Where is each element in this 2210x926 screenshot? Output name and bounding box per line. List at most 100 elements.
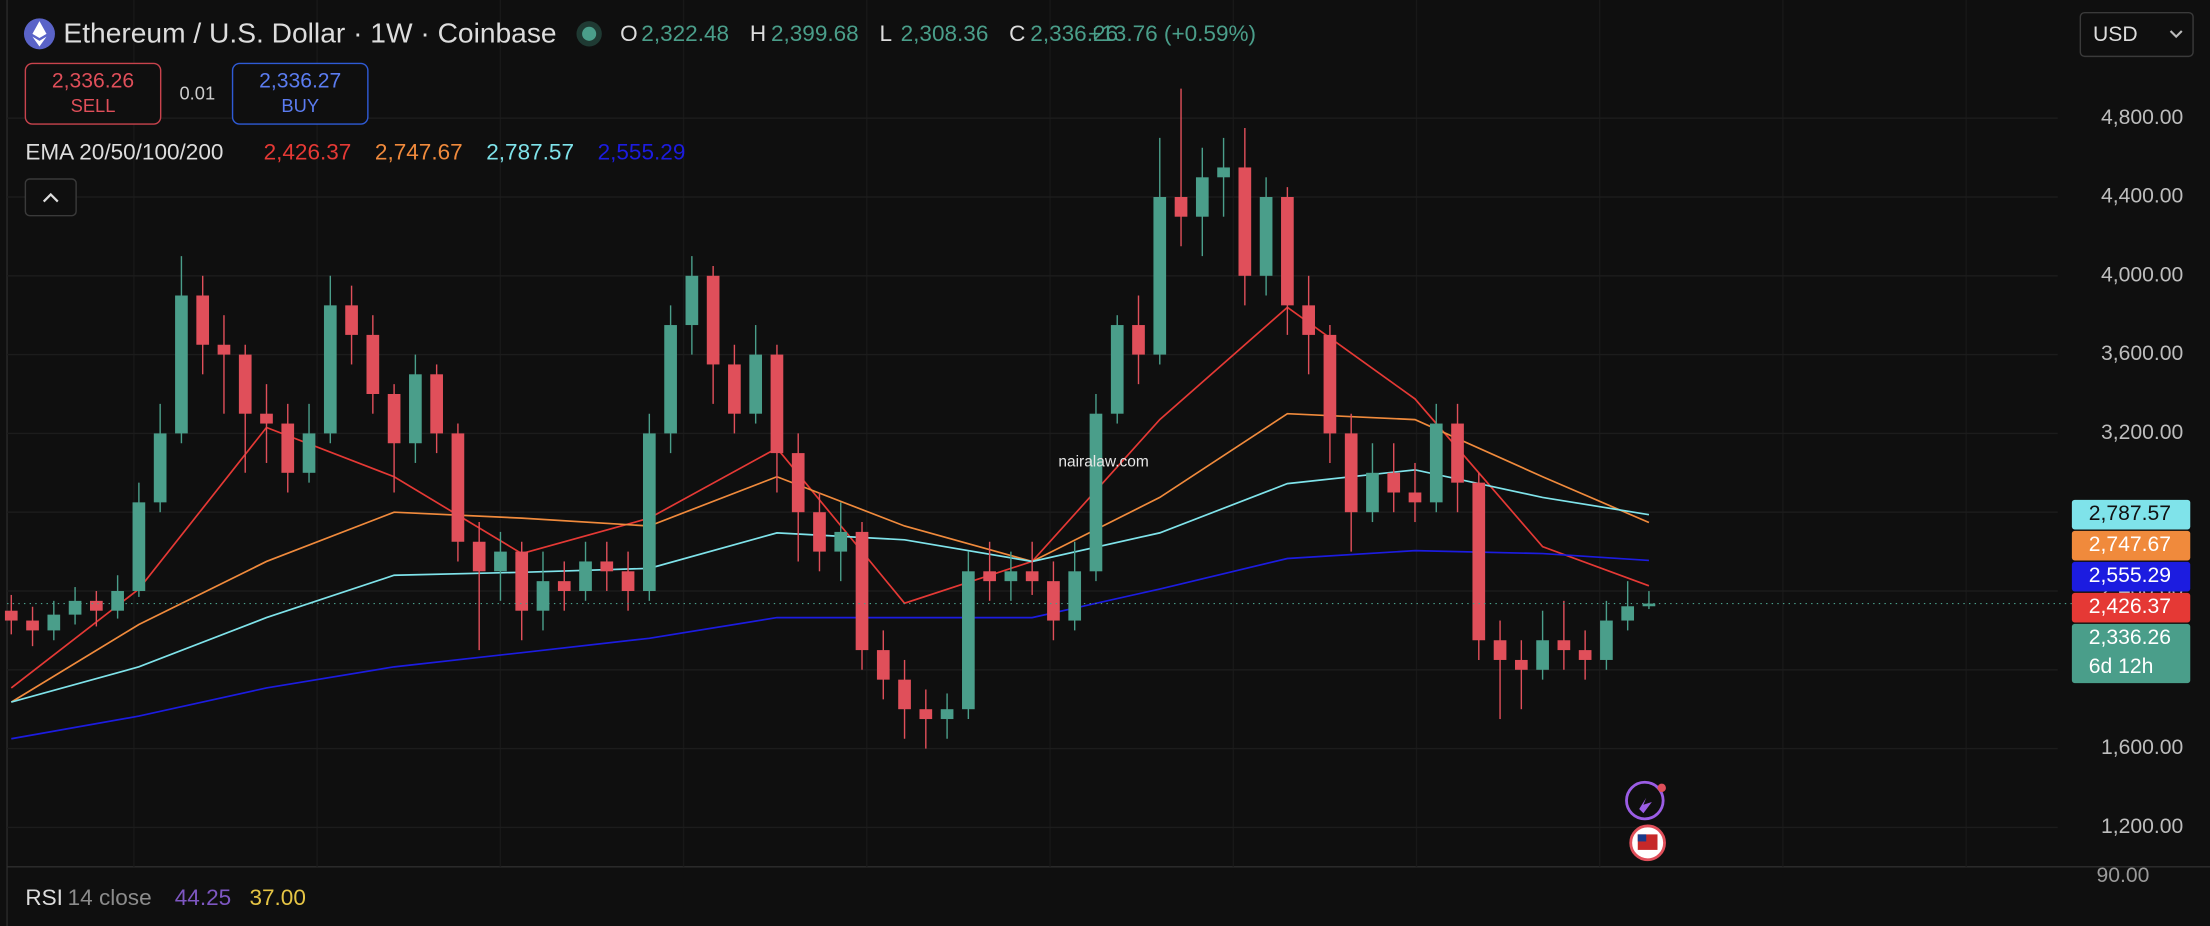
y-tick-label: 1,200.00 bbox=[2101, 815, 2183, 838]
candle-body bbox=[1153, 197, 1167, 355]
y-tick-label: 4,000.00 bbox=[2101, 263, 2183, 286]
candle-body bbox=[1195, 177, 1209, 217]
last-price-label: 2,336.26 bbox=[2089, 626, 2171, 649]
ohlc-key: C bbox=[1009, 21, 1025, 46]
rsi-value: 44.25 bbox=[175, 885, 231, 910]
candle-body bbox=[1217, 167, 1230, 178]
indicator-label[interactable]: EMA 20/50/100/200 bbox=[25, 140, 223, 165]
candle-body bbox=[409, 374, 422, 444]
candle-body bbox=[47, 614, 61, 631]
candle-body bbox=[68, 600, 82, 615]
candle-body bbox=[153, 433, 167, 503]
ohlc-value: 2,308.36 bbox=[901, 21, 989, 46]
candle-body bbox=[728, 364, 741, 414]
candle-body bbox=[1025, 571, 1039, 582]
symbol-icon-glyph bbox=[32, 21, 47, 47]
candle-body bbox=[1344, 433, 1358, 513]
candle-body bbox=[536, 581, 550, 611]
candle-body bbox=[366, 334, 380, 395]
candle-body bbox=[1600, 620, 1613, 660]
bar-countdown: 6d 12h bbox=[2089, 655, 2154, 678]
candle-body bbox=[770, 354, 784, 454]
ohlc-key: L bbox=[879, 21, 892, 46]
ohlc-key: O bbox=[620, 21, 638, 46]
price-badge bbox=[2071, 499, 2191, 530]
candle-body bbox=[834, 531, 848, 552]
sell-button[interactable] bbox=[24, 62, 162, 125]
candle-body bbox=[1004, 571, 1018, 582]
rsi-name[interactable]: RSI bbox=[25, 885, 63, 910]
y-tick-label: 4,800.00 bbox=[2101, 106, 2183, 129]
candle-body bbox=[1557, 640, 1571, 651]
candle-body bbox=[1451, 423, 1464, 483]
candle-body bbox=[26, 620, 39, 631]
candle-body bbox=[196, 295, 210, 345]
y-tick-label: 4,400.00 bbox=[2101, 185, 2183, 208]
candle-body bbox=[1323, 334, 1337, 434]
spread: 0.01 bbox=[179, 82, 215, 103]
ohlc-value: 2,399.68 bbox=[771, 21, 859, 46]
price-change: +13.76 (+0.59%) bbox=[1088, 21, 1256, 46]
candle-body bbox=[983, 571, 996, 582]
candle-body bbox=[791, 453, 805, 513]
buy-button[interactable] bbox=[231, 62, 369, 125]
candle-body bbox=[1493, 640, 1507, 660]
candle-body bbox=[515, 551, 529, 611]
candle-body bbox=[281, 423, 295, 473]
candle-body bbox=[1302, 305, 1315, 335]
candle-body bbox=[706, 275, 720, 365]
candle-body bbox=[1259, 197, 1273, 276]
candle-body bbox=[1281, 197, 1294, 306]
candle-body bbox=[1514, 659, 1528, 670]
candle-body bbox=[323, 305, 337, 434]
rsi-params: 14 close bbox=[68, 885, 152, 910]
candle-body bbox=[1387, 472, 1401, 493]
candle-body bbox=[302, 433, 316, 473]
candle-body bbox=[621, 571, 635, 592]
candle-body bbox=[1110, 325, 1124, 414]
rsi-axis-label: 90.00 bbox=[2097, 864, 2150, 887]
candle-body bbox=[1068, 571, 1082, 621]
ohlc-value: 2,336.26 bbox=[1030, 21, 1118, 46]
price-badge bbox=[2071, 530, 2191, 561]
sell-price: 2,336.26 bbox=[52, 69, 134, 92]
candle-body bbox=[600, 561, 614, 572]
collapse-chevron bbox=[42, 192, 59, 203]
ema-badge-label: 2,747.67 bbox=[2089, 533, 2171, 556]
y-tick-label: 3,600.00 bbox=[2101, 342, 2183, 365]
candle-body bbox=[876, 650, 890, 680]
symbol-title[interactable]: Ethereum / U.S. Dollar · 1W · Coinbase bbox=[63, 17, 556, 49]
price-badge bbox=[2071, 561, 2191, 592]
ema-badge-label: 2,555.29 bbox=[2089, 564, 2171, 587]
candle-body bbox=[1536, 640, 1549, 670]
candle-body bbox=[1642, 603, 1656, 607]
buy-label: BUY bbox=[281, 95, 319, 116]
currency-select[interactable] bbox=[2079, 11, 2194, 58]
currency-chevron bbox=[2169, 30, 2183, 39]
candle-body bbox=[855, 531, 869, 651]
candle-body bbox=[1089, 413, 1103, 572]
candle-body bbox=[387, 394, 401, 444]
ema-line bbox=[10, 412, 1650, 703]
candle-body bbox=[260, 413, 273, 424]
candle-body bbox=[217, 344, 231, 355]
ema-badge-label: 2,426.37 bbox=[2089, 595, 2171, 618]
currency-label: USD bbox=[2093, 23, 2138, 46]
collapse-button[interactable] bbox=[24, 178, 77, 217]
assistant-badge bbox=[1657, 783, 1666, 793]
candle-body bbox=[494, 551, 507, 572]
candle-body bbox=[451, 433, 465, 542]
ema-legend-value: 2,787.57 bbox=[486, 140, 574, 165]
ema-legend-value: 2,747.67 bbox=[375, 140, 463, 165]
assistant-icon[interactable] bbox=[1625, 780, 1665, 821]
candle-body bbox=[749, 354, 763, 414]
candle-body bbox=[345, 305, 358, 335]
candle-body bbox=[1174, 197, 1188, 217]
status-dot bbox=[582, 26, 597, 41]
candle-body bbox=[1621, 606, 1635, 621]
candle-body bbox=[472, 541, 486, 572]
candle-body bbox=[685, 275, 699, 326]
ema-legend-value: 2,555.29 bbox=[598, 140, 686, 165]
candle-body bbox=[1366, 472, 1379, 513]
